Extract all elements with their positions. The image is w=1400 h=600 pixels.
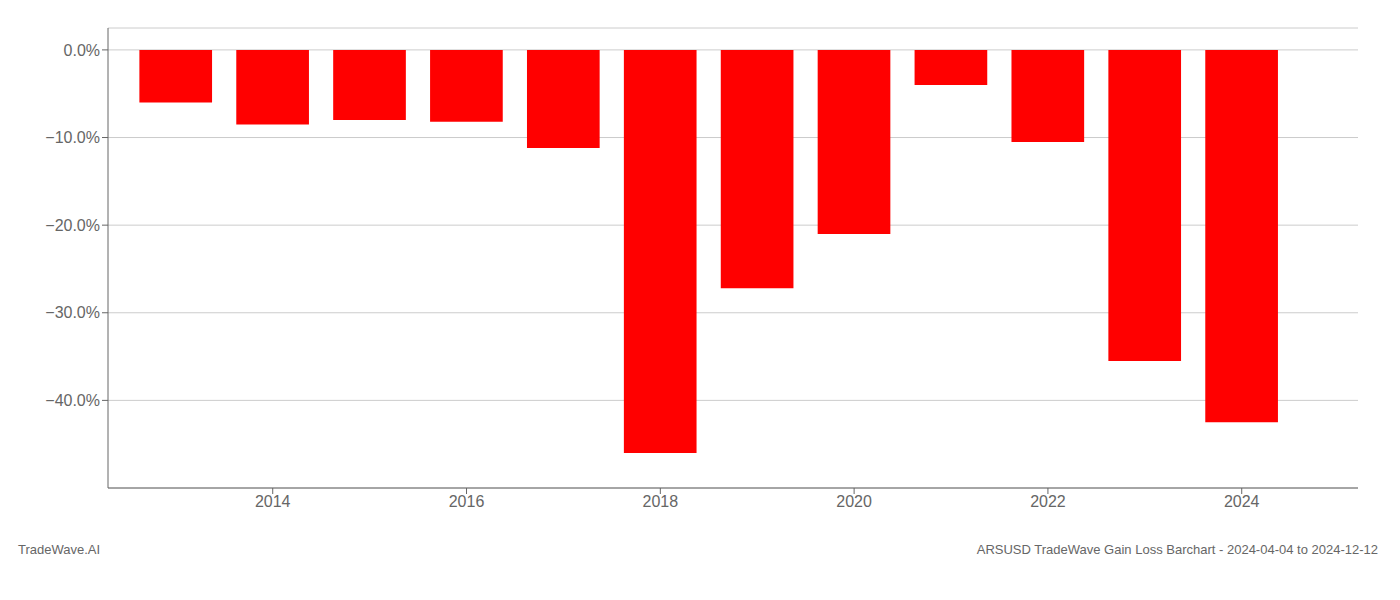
svg-text:2018: 2018: [643, 493, 679, 510]
html-text:TradeWave.AI: TradeWave.AI: [18, 542, 101, 557]
svg-text:2024: 2024: [1224, 493, 1260, 510]
svg-text:2016: 2016: [449, 493, 485, 510]
svg-text:−10.0%: −10.0%: [45, 129, 100, 146]
svg-text:2022: 2022: [1030, 493, 1066, 510]
svg-text:2020: 2020: [836, 493, 872, 510]
svg-text:−30.0%: −30.0%: [45, 304, 100, 321]
svg-text:−40.0%: −40.0%: [45, 392, 100, 409]
svg-text:2014: 2014: [255, 493, 291, 510]
svg-text:−20.0%: −20.0%: [45, 217, 100, 234]
html-text:ARSUSD TradeWave Gain Loss Bar: ARSUSD TradeWave Gain Loss Barchart - 20…: [976, 542, 1378, 557]
svg-text:0.0%: 0.0%: [64, 42, 100, 59]
